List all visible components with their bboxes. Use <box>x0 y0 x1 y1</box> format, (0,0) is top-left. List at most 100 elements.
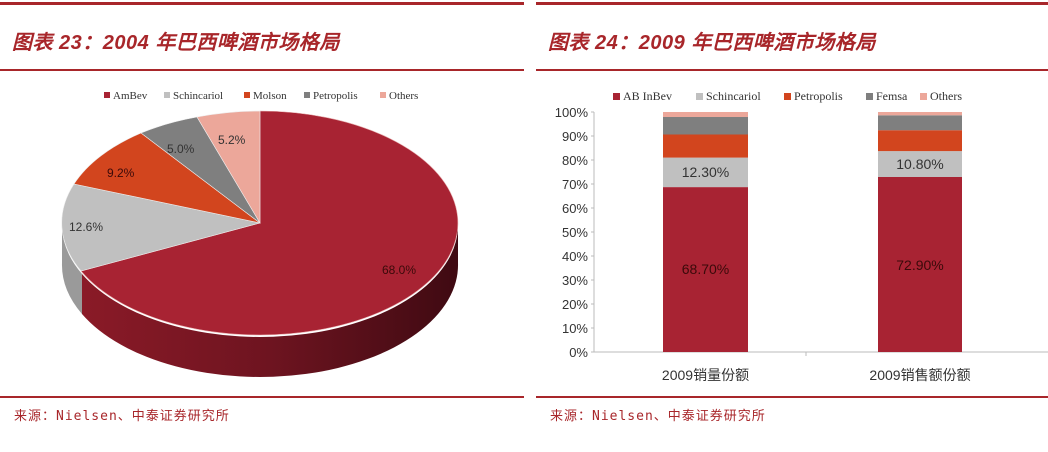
bar-segment-others[interactable] <box>663 112 748 117</box>
bar-label-ab-inbev: 68.70% <box>682 261 729 277</box>
legend-item-schincariol: Schincariol <box>164 90 223 102</box>
pie-legend: AmBev Schincariol Molson Petropolis Othe… <box>104 90 418 102</box>
y-tick-label: 40% <box>562 249 588 264</box>
y-tick-label: 20% <box>562 297 588 312</box>
pie-label-schincariol: 12.6% <box>69 220 103 234</box>
panel-2004: 图表 23：2004 年巴西啤酒市场格局 AmBev Schincariol M… <box>0 2 524 424</box>
pie-label-others: 5.2% <box>218 133 246 147</box>
pie-data-labels: 68.0% 12.6% 9.2% 5.0% 5.2% <box>69 133 416 277</box>
legend-label: Petropolis <box>794 89 843 103</box>
legend-item-molson: Molson <box>244 90 287 102</box>
top-rule <box>536 2 1048 5</box>
y-tick: 20% <box>562 297 594 312</box>
x-tick-label: 2009销量份额 <box>662 367 749 383</box>
y-tick-label: 30% <box>562 273 588 288</box>
y-tick: 70% <box>562 177 594 192</box>
bar-volume-share[interactable]: 68.70% 12.30% <box>663 112 748 352</box>
legend-swatch <box>920 93 927 100</box>
legend-label: Petropolis <box>313 90 358 102</box>
legend-item-ab-inbev: AB InBev <box>613 89 672 103</box>
pie-side-ambev <box>82 223 459 377</box>
bar-segment-ab-inbev[interactable] <box>663 187 748 352</box>
source-rule <box>536 396 1048 398</box>
pie-label-molson: 9.2% <box>107 166 135 180</box>
legend-label: Schincariol <box>706 89 761 103</box>
bar-segment-ab-inbev[interactable] <box>878 177 962 352</box>
bar-segment-femsa[interactable] <box>663 117 748 135</box>
pie-label-petropolis: 5.0% <box>167 142 195 156</box>
source-note: 来源：Nielsen、中泰证券研究所 <box>14 409 230 424</box>
bar-segment-petropolis[interactable] <box>878 130 962 152</box>
legend-swatch <box>380 92 386 98</box>
y-tick: 10% <box>562 321 594 336</box>
source-rule <box>0 396 524 398</box>
bar-segment-schincariol[interactable] <box>878 151 962 177</box>
y-tick: 60% <box>562 201 594 216</box>
y-tick: 80% <box>562 153 594 168</box>
bar-chart-2009: AB InBev Schincariol Petropolis Femsa Ot… <box>555 89 1048 383</box>
pie-chart-2004: AmBev Schincariol Molson Petropolis Othe… <box>61 90 459 377</box>
title-rule <box>0 69 524 71</box>
legend-label: Molson <box>253 90 287 102</box>
legend-label: Others <box>930 89 962 103</box>
y-tick: 30% <box>562 273 594 288</box>
bar-segment-femsa[interactable] <box>878 115 962 131</box>
bar-label-ab-inbev: 72.90% <box>896 257 943 273</box>
legend-swatch <box>304 92 310 98</box>
legend-label: AB InBev <box>623 89 672 103</box>
y-tick-label: 70% <box>562 177 588 192</box>
legend-item-others: Others <box>380 90 418 102</box>
pie-slice-schincariol[interactable] <box>61 183 261 272</box>
legend-swatch <box>164 92 170 98</box>
chart-title-2004: 图表 23：2004 年巴西啤酒市场格局 <box>12 32 340 54</box>
top-rule <box>0 2 524 5</box>
bar-label-schincariol: 10.80% <box>896 156 943 172</box>
y-tick-label: 10% <box>562 321 588 336</box>
legend-label: Femsa <box>876 89 908 103</box>
legend-item-schincariol: Schincariol <box>696 89 761 103</box>
y-tick-label: 80% <box>562 153 588 168</box>
legend-item-femsa: Femsa <box>866 89 908 103</box>
legend-swatch <box>104 92 110 98</box>
title-rule <box>536 69 1048 71</box>
bar-segment-petropolis[interactable] <box>663 134 748 158</box>
y-tick: 100% <box>555 105 594 120</box>
pie-slice-ambev[interactable] <box>80 110 459 336</box>
y-tick: 90% <box>562 129 594 144</box>
y-tick-labels: 0% 10% 20% 30% 40% 50% 60% 70% 80% 90% 1… <box>555 105 594 360</box>
bar-legend: AB InBev Schincariol Petropolis Femsa Ot… <box>613 89 962 103</box>
legend-swatch <box>866 93 873 100</box>
legend-label: AmBev <box>113 90 148 102</box>
legend-item-ambev: AmBev <box>104 90 148 102</box>
bar-label-schincariol: 12.30% <box>682 164 729 180</box>
x-tick-label: 2009销售额份额 <box>869 367 970 383</box>
y-tick: 40% <box>562 249 594 264</box>
chart-title-2009: 图表 24：2009 年巴西啤酒市场格局 <box>548 32 876 54</box>
x-tick-labels: 2009销量份额 2009销售额份额 <box>662 367 971 383</box>
bar-segment-others[interactable] <box>878 112 962 116</box>
pie-label-ambev: 68.0% <box>382 263 416 277</box>
y-tick-label: 50% <box>562 225 588 240</box>
y-tick-label: 0% <box>569 345 588 360</box>
panel-2009: 图表 24：2009 年巴西啤酒市场格局 AB InBev Schincario… <box>536 0 1048 452</box>
legend-label: Others <box>389 90 418 102</box>
legend-swatch <box>696 93 703 100</box>
legend-item-petropolis: Petropolis <box>304 90 358 102</box>
pie-slice-others[interactable] <box>196 110 261 225</box>
y-tick-label: 90% <box>562 129 588 144</box>
y-tick-label: 60% <box>562 201 588 216</box>
bar-sales-share[interactable]: 72.90% 10.80% <box>878 112 962 352</box>
legend-item-petropolis: Petropolis <box>784 89 843 103</box>
y-tick: 50% <box>562 225 594 240</box>
pie-side-schincariol <box>61 223 82 314</box>
bar-segment-schincariol[interactable] <box>663 157 748 188</box>
source-note: 来源：Nielsen、中泰证券研究所 <box>550 409 766 424</box>
y-tick: 0% <box>569 345 594 360</box>
legend-swatch <box>613 93 620 100</box>
legend-item-others: Others <box>920 89 962 103</box>
legend-swatch <box>244 92 250 98</box>
legend-swatch <box>784 93 791 100</box>
pie-slice-molson[interactable] <box>73 132 261 224</box>
y-tick-label: 100% <box>555 105 589 120</box>
legend-label: Schincariol <box>173 90 223 102</box>
